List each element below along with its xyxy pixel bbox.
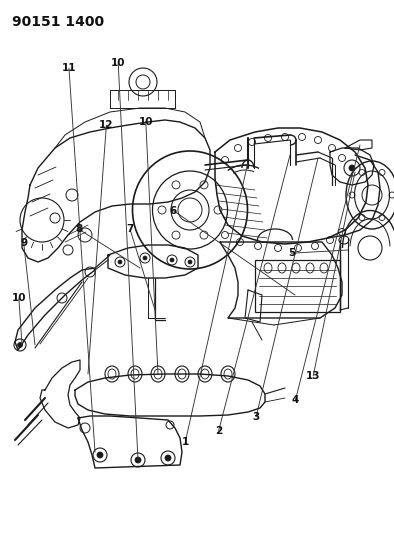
Text: 90151 1400: 90151 1400 (12, 15, 104, 29)
Text: 10: 10 (139, 117, 153, 126)
Text: 10: 10 (12, 294, 26, 303)
Text: 12: 12 (99, 120, 113, 130)
Text: 8: 8 (75, 224, 82, 234)
Text: 2: 2 (215, 426, 222, 435)
Text: 13: 13 (306, 371, 320, 381)
Text: 10: 10 (111, 58, 125, 68)
Text: 1: 1 (182, 438, 189, 447)
Text: 9: 9 (20, 238, 27, 247)
Text: 7: 7 (126, 224, 134, 234)
Circle shape (170, 258, 174, 262)
Circle shape (165, 455, 171, 461)
Text: 4: 4 (292, 395, 299, 405)
Circle shape (17, 343, 22, 348)
Text: 5: 5 (288, 248, 295, 258)
Text: 3: 3 (253, 412, 260, 422)
Circle shape (143, 256, 147, 260)
Circle shape (135, 457, 141, 463)
Text: 11: 11 (62, 63, 76, 73)
Circle shape (349, 165, 355, 171)
Circle shape (118, 260, 122, 264)
Circle shape (97, 452, 103, 458)
Text: 6: 6 (170, 206, 177, 215)
Circle shape (188, 260, 192, 264)
